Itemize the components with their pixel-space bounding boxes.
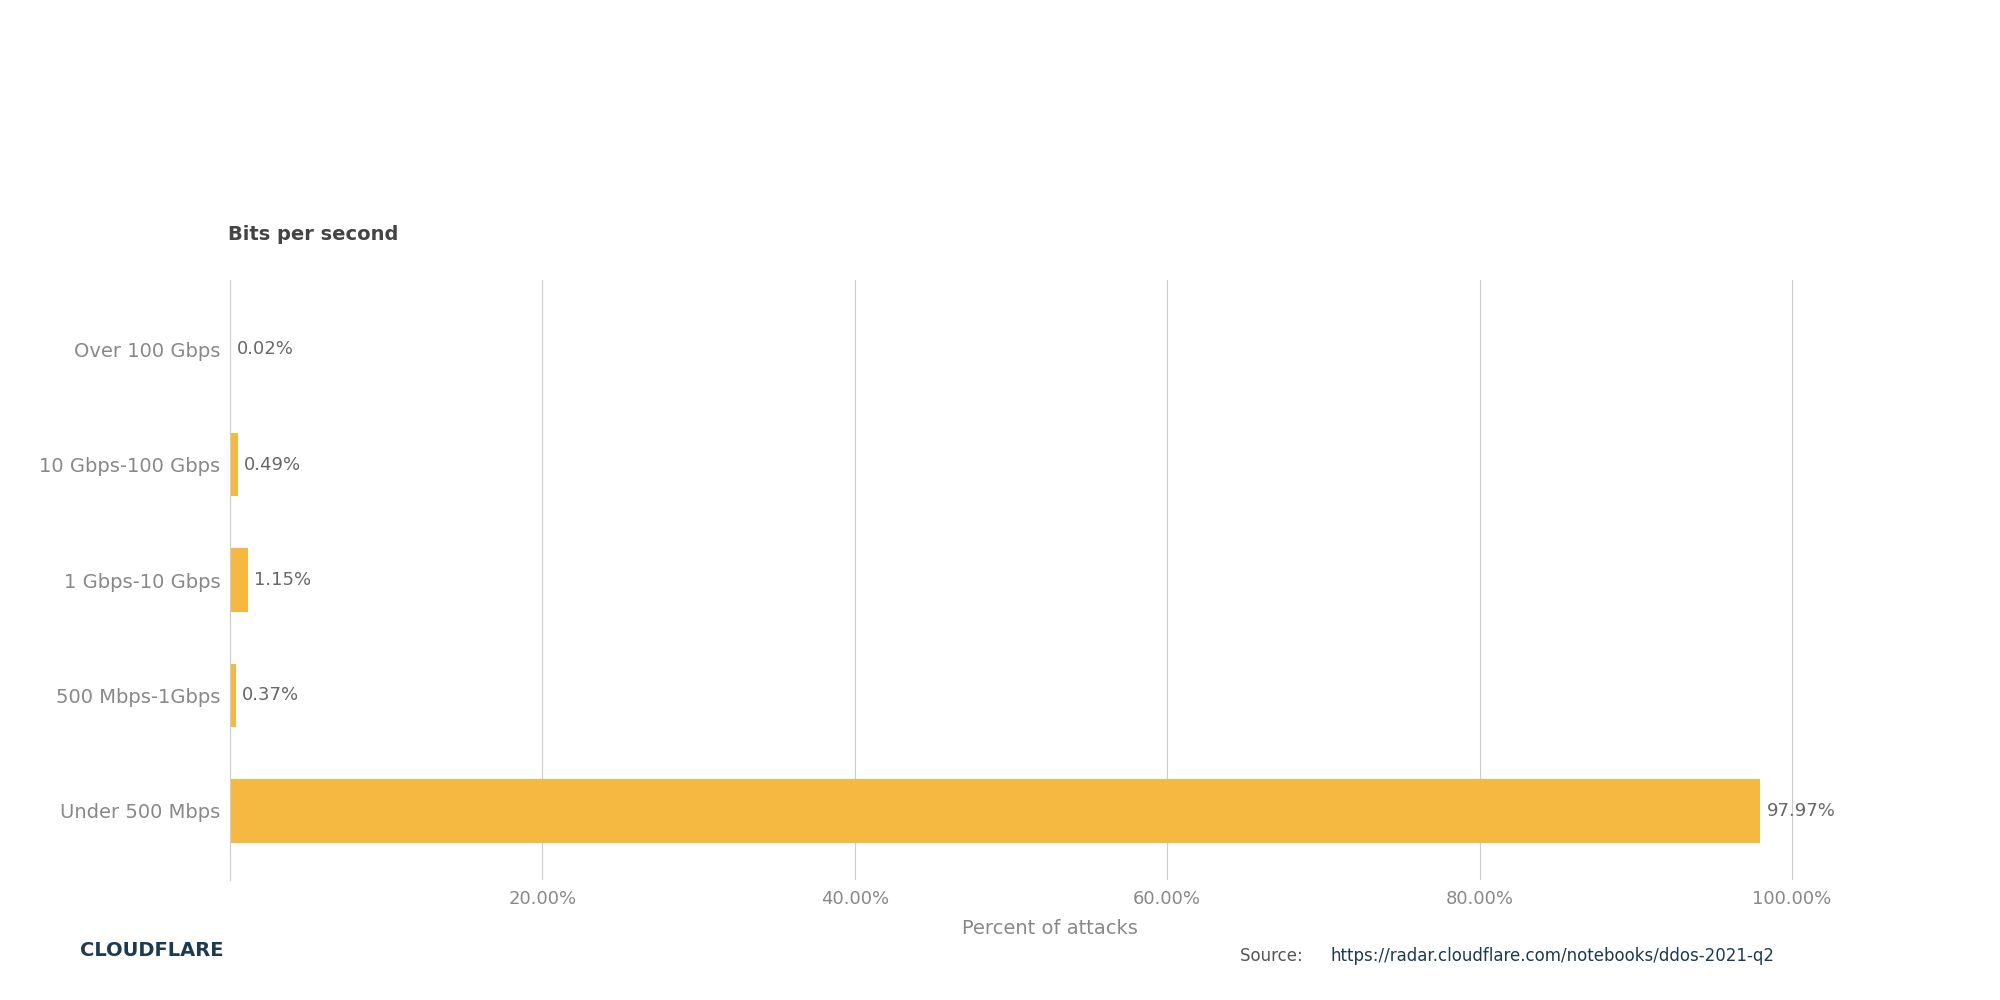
Text: 1.15%: 1.15% <box>254 571 312 589</box>
Text: https://radar.cloudflare.com/notebooks/ddos-2021-q2: https://radar.cloudflare.com/notebooks/d… <box>1330 947 1774 965</box>
Bar <box>230 548 248 612</box>
Bar <box>230 433 238 496</box>
Text: CLOUDFLARE: CLOUDFLARE <box>80 941 224 960</box>
Text: 0.37%: 0.37% <box>242 686 300 704</box>
Text: 0.49%: 0.49% <box>244 456 302 474</box>
Bar <box>230 664 236 727</box>
Text: Bits per second: Bits per second <box>228 225 398 244</box>
X-axis label: Percent of attacks: Percent of attacks <box>962 919 1138 938</box>
Bar <box>230 779 1760 842</box>
Text: 97.97%: 97.97% <box>1766 802 1836 820</box>
Text: Source:: Source: <box>1240 947 1308 965</box>
Text: 0.02%: 0.02% <box>236 340 294 358</box>
Text: Network-layer DDoS attacks: Distribution by bit rate: Network-layer DDoS attacks: Distribution… <box>50 81 1284 123</box>
